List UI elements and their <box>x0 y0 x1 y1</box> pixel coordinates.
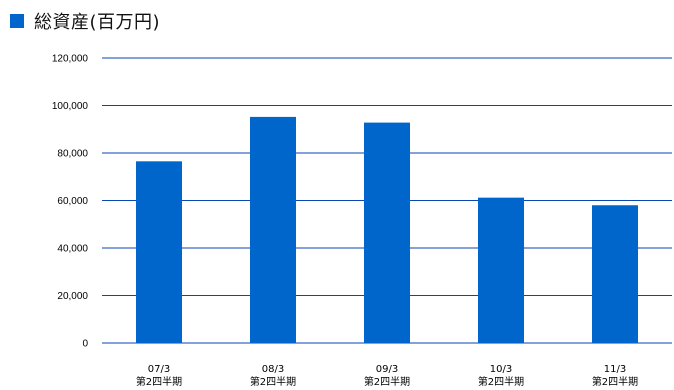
y-tick-label: 60,000 <box>57 196 88 207</box>
bar <box>250 116 296 344</box>
chart-title: 総資産(百万円) <box>34 12 161 33</box>
y-tick-label: 40,000 <box>57 244 88 255</box>
x-tick-label: 第2四半期 <box>478 375 524 388</box>
bar <box>136 161 182 343</box>
x-tick-label: 10/3 <box>490 364 512 375</box>
y-tick-label: 100,000 <box>52 101 89 112</box>
x-tick-label: 09/3 <box>376 364 398 375</box>
x-tick-label: 第2四半期 <box>136 375 182 388</box>
chart-title-row: 総資産(百万円) <box>10 8 160 34</box>
x-tick-label: 第2四半期 <box>364 375 410 388</box>
bar <box>478 197 524 343</box>
x-tick-label: 第2四半期 <box>250 375 296 388</box>
bar <box>364 122 410 343</box>
x-tick-label: 07/3 <box>148 364 170 375</box>
y-tick-label: 80,000 <box>57 149 88 160</box>
title-square-icon <box>10 14 24 28</box>
bar <box>592 205 638 343</box>
y-tick-label: 20,000 <box>57 291 88 302</box>
y-tick-label: 0 <box>82 339 88 350</box>
x-tick-label: 08/3 <box>262 364 284 375</box>
y-tick-label: 120,000 <box>52 54 89 65</box>
x-tick-label: 11/3 <box>604 364 626 375</box>
x-tick-label: 第2四半期 <box>592 375 638 388</box>
